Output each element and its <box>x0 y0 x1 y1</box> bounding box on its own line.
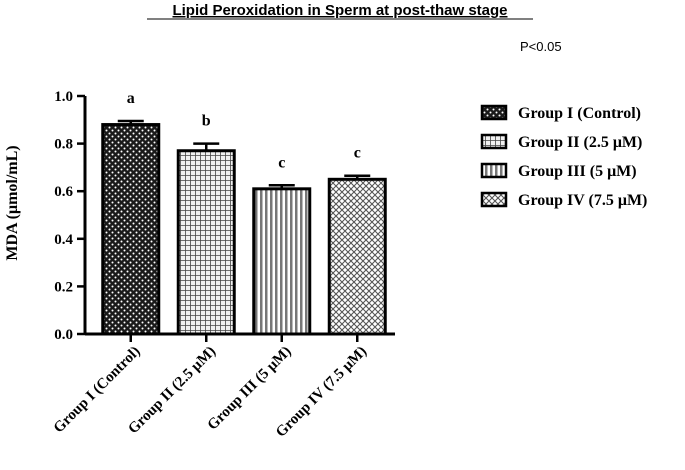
legend-label-3: Group III (5 μM) <box>518 163 637 180</box>
y-tick-label-3: 0.6 <box>54 184 73 200</box>
legend: Group I (Control) Group II (2.5 μM) Group … <box>480 104 647 209</box>
legend-label-4: Group IV (7.5 μM) <box>518 192 647 209</box>
significance-letter-3: c <box>278 154 285 171</box>
bar-4 <box>327 177 387 336</box>
y-tick-label-1: 0.2 <box>54 279 73 295</box>
y-tick-label-2: 0.4 <box>54 232 73 248</box>
legend-swatch-4 <box>480 191 508 208</box>
bar-2 <box>176 149 236 336</box>
y-tick-label-0: 0.0 <box>54 327 73 343</box>
legend-swatch-3 <box>480 162 508 179</box>
significance-letter-4: c <box>354 145 361 162</box>
y-tick-label-4: 0.8 <box>54 137 73 153</box>
significance-letter-1: a <box>127 90 135 107</box>
significance-letter-2: b <box>202 113 211 130</box>
y-tick-label-5: 1.0 <box>54 89 73 105</box>
legend-swatch-1 <box>480 104 508 121</box>
bar-3 <box>252 187 312 336</box>
y-axis-label-group: MDA (μmol/mL) <box>4 145 21 260</box>
legend-swatch-2 <box>480 133 508 150</box>
legend-label-1: Group I (Control) <box>518 105 641 122</box>
bars-layer: a b c c <box>101 90 387 336</box>
p-value-annotation: P<0.05 <box>520 39 562 54</box>
legend-label-2: Group II (2.5 μM) <box>518 134 642 151</box>
chart-title: Lipid Peroxidation in Sperm at post-thaw… <box>172 2 507 19</box>
y-axis-label: MDA (μmol/mL) <box>4 145 21 260</box>
bar-1 <box>101 123 161 336</box>
